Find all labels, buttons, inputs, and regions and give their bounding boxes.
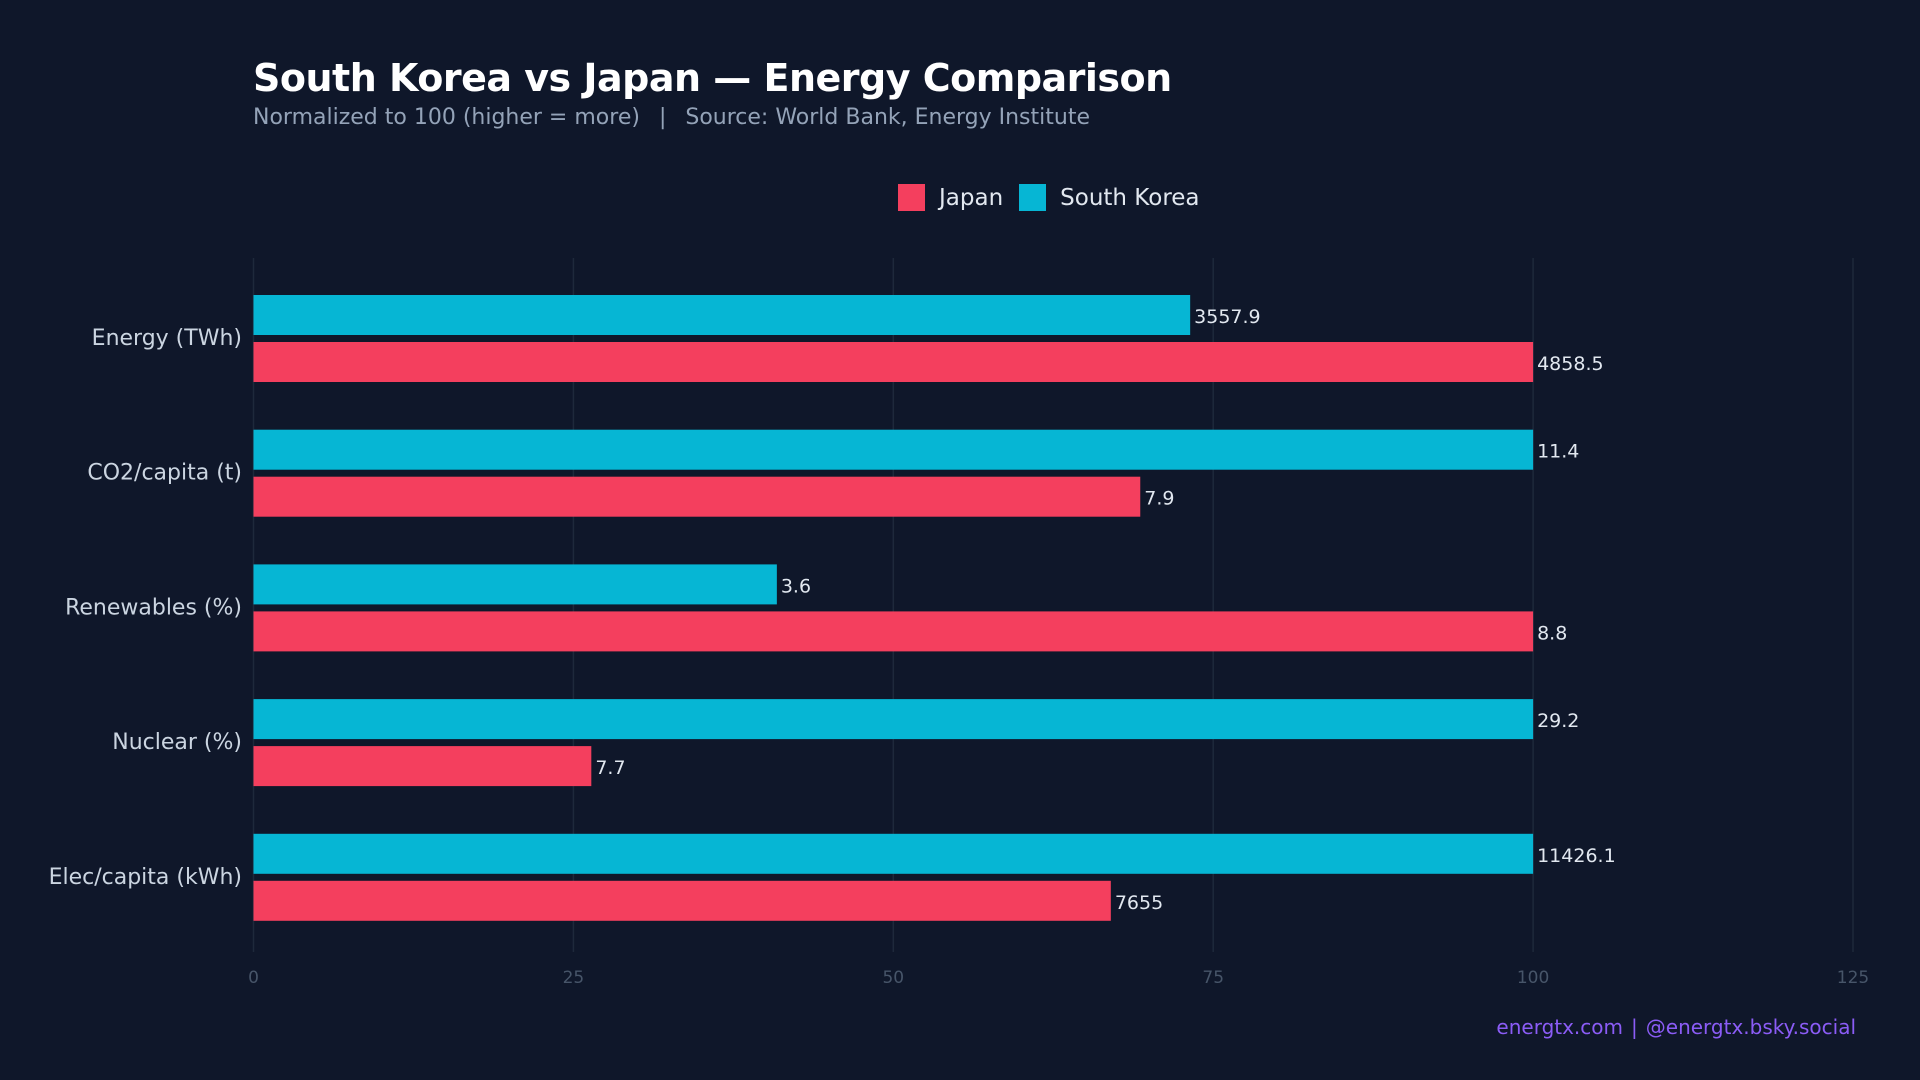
chart-title: South Korea vs Japan — Energy Comparison — [253, 56, 1172, 100]
footer-separator: | — [1631, 1015, 1638, 1039]
bar-japan — [253, 342, 1534, 382]
category-label: CO2/capita (t) — [87, 461, 242, 486]
footer-site[interactable]: energtx.com — [1496, 1015, 1624, 1039]
data-label: 3.6 — [781, 575, 811, 597]
bar-south-korea — [253, 295, 1191, 335]
x-tick-label: 100 — [1517, 968, 1549, 988]
bar-south-korea — [253, 833, 1534, 874]
legend: Japan South Korea — [898, 184, 1216, 211]
bar-japan — [253, 476, 1141, 517]
x-tick-label: 25 — [563, 968, 585, 988]
data-label: 3557.9 — [1194, 306, 1260, 328]
x-tick-label: 125 — [1837, 968, 1869, 988]
footer-social[interactable]: @energtx.bsky.social — [1645, 1015, 1856, 1039]
data-label: 11.4 — [1537, 441, 1579, 463]
bar-japan — [253, 880, 1111, 921]
data-label: 8.8 — [1537, 622, 1567, 644]
source-text: Source: World Bank, Energy Institute — [685, 105, 1090, 130]
footer: energtx.com | @energtx.bsky.social — [1496, 1015, 1856, 1039]
bar-japan — [253, 746, 592, 787]
category-label: Nuclear (%) — [112, 730, 242, 755]
chart-subtitle: Normalized to 100 (higher = more) | Sour… — [253, 105, 1090, 130]
data-label: 7.9 — [1144, 488, 1174, 510]
bar-japan — [253, 611, 1534, 652]
legend-label-japan: Japan — [939, 184, 1004, 211]
legend-item-japan: Japan — [898, 184, 1003, 211]
legend-item-south-korea: South Korea — [1019, 184, 1200, 211]
category-label: Renewables (%) — [65, 595, 242, 620]
data-label: 7.7 — [595, 757, 625, 779]
data-label: 4858.5 — [1537, 353, 1603, 375]
category-label: Elec/capita (kWh) — [49, 865, 242, 890]
x-tick-label: 75 — [1202, 968, 1224, 988]
data-label: 7655 — [1115, 892, 1163, 914]
bar-south-korea — [253, 699, 1534, 740]
legend-label-south-korea: South Korea — [1060, 184, 1200, 211]
category-label: Energy (TWh) — [92, 326, 242, 351]
subtitle-separator: | — [658, 105, 667, 130]
legend-swatch-japan — [898, 184, 925, 211]
x-tick-label: 0 — [248, 968, 259, 988]
bar-south-korea — [253, 564, 777, 605]
bar-south-korea — [253, 429, 1534, 470]
subtitle-text: Normalized to 100 (higher = more) — [253, 105, 640, 130]
legend-swatch-south-korea — [1019, 184, 1047, 211]
data-label: 29.2 — [1537, 710, 1579, 732]
x-tick-label: 50 — [882, 968, 904, 988]
data-label: 11426.1 — [1537, 845, 1616, 867]
